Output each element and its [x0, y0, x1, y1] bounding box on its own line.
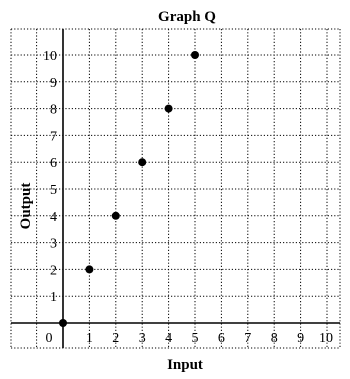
x-tick-label: 8 — [271, 331, 278, 346]
y-tick-label: 10 — [43, 49, 57, 64]
x-tick-label: 9 — [297, 331, 304, 346]
y-tick-label: 1 — [50, 290, 57, 305]
data-point — [85, 265, 94, 274]
x-tick-label: 0 — [46, 331, 53, 346]
x-tick-label: 10 — [319, 331, 333, 346]
plot-grid — [10, 28, 341, 349]
y-tick-label: 2 — [50, 263, 57, 278]
x-tick-label: 6 — [218, 331, 225, 346]
x-tick-label: 2 — [112, 331, 119, 346]
tick-labels: 0 1 2 3 4 5 6 7 8 9 10 1 2 3 4 5 6 7 8 9 10 — [43, 49, 333, 346]
x-tick-label: 5 — [192, 331, 199, 346]
y-tick-label: 3 — [50, 237, 57, 252]
y-tick-label: 8 — [50, 103, 57, 118]
data-points — [59, 51, 199, 327]
y-tick-label: 6 — [50, 156, 57, 171]
y-tick-label: 4 — [50, 210, 57, 225]
y-tick-label: 7 — [50, 129, 57, 144]
plot-axes — [11, 29, 340, 348]
data-point — [191, 51, 199, 59]
x-tick-label: 1 — [86, 331, 93, 346]
data-point — [138, 158, 147, 167]
x-tick-label: 4 — [165, 331, 172, 346]
x-tick-label: 7 — [244, 331, 251, 346]
x-tick-label: 3 — [139, 331, 146, 346]
y-axis-label: Output — [18, 183, 34, 230]
data-point — [59, 319, 67, 327]
y-tick-label: 9 — [50, 76, 57, 91]
y-tick-label: 5 — [50, 183, 57, 198]
data-point — [164, 104, 173, 113]
data-point — [111, 211, 120, 220]
chart-title: Graph Q — [158, 9, 216, 25]
x-axis-label: Input — [167, 357, 203, 373]
